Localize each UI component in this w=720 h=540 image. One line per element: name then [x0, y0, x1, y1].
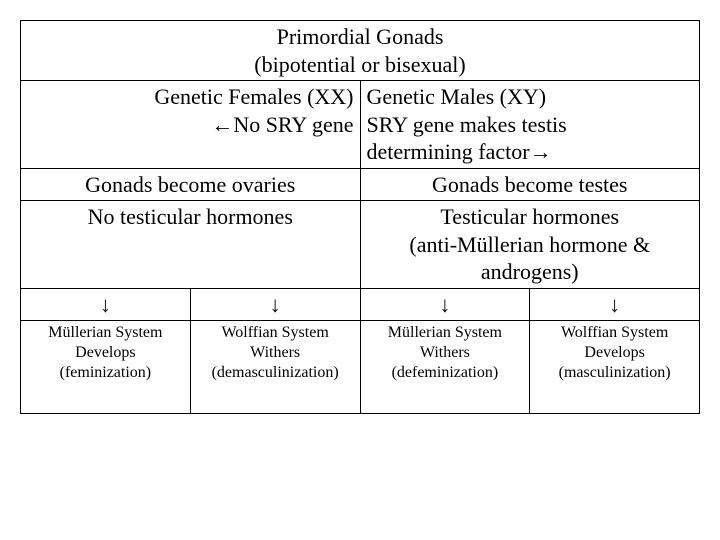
hormones-male-line2: (anti-Müllerian hormone & — [409, 232, 650, 257]
outcome-4: Wolffian System Develops (masculinizatio… — [530, 321, 700, 414]
arrow-3: ↓ — [360, 288, 530, 321]
genetic-female-cell: Genetic Females (XX) ←No SRY gene — [21, 81, 361, 169]
gonads-male-cell: Gonads become testes — [360, 168, 700, 201]
outcome-3-l1: Müllerian System — [388, 324, 502, 341]
outcome-2-l1: Wolffian System — [221, 324, 328, 341]
outcome-2-l3: (demasculinization) — [212, 364, 339, 381]
header-row: Primordial Gonads (bipotential or bisexu… — [21, 21, 700, 81]
outcome-3: Müllerian System Withers (defeminization… — [360, 321, 530, 414]
hormones-male-line1: Testicular hormones — [440, 204, 619, 229]
gonads-row: Gonads become ovaries Gonads become test… — [21, 168, 700, 201]
outcome-4-l1: Wolffian System — [561, 324, 668, 341]
genetic-female-line1: Genetic Females (XX) — [154, 84, 353, 109]
arrow-2: ↓ — [190, 288, 360, 321]
genetic-male-line2: SRY gene makes testis — [367, 112, 567, 137]
genetic-male-cell: Genetic Males (XY) SRY gene makes testis… — [360, 81, 700, 169]
outcome-1-l1: Müllerian System — [48, 324, 162, 341]
outcome-3-l2: Withers — [420, 344, 470, 361]
header-line1: Primordial Gonads — [277, 24, 444, 49]
gonads-male: Gonads become testes — [432, 172, 628, 197]
genetic-female-line2: ←No SRY gene — [211, 112, 353, 137]
genetic-male-line1: Genetic Males (XY) — [367, 84, 547, 109]
hormones-male-line3: androgens) — [481, 259, 579, 284]
arrow-1: ↓ — [21, 288, 191, 321]
outcome-1: Müllerian System Develops (feminization) — [21, 321, 191, 414]
hormones-female: No testicular hormones — [88, 204, 293, 229]
genetic-male-line3: determining factor→ — [367, 139, 552, 164]
outcome-3-l3: (defeminization) — [392, 364, 499, 381]
header-cell: Primordial Gonads (bipotential or bisexu… — [21, 21, 700, 81]
gonads-female: Gonads become ovaries — [85, 172, 295, 197]
genetic-row: Genetic Females (XX) ←No SRY gene Geneti… — [21, 81, 700, 169]
outcome-2-l2: Withers — [250, 344, 300, 361]
outcome-1-l3: (feminization) — [60, 364, 152, 381]
hormones-male-cell: Testicular hormones (anti-Müllerian horm… — [360, 201, 700, 289]
outcome-4-l3: (masculinization) — [559, 364, 671, 381]
hormones-female-cell: No testicular hormones — [21, 201, 361, 289]
gonads-female-cell: Gonads become ovaries — [21, 168, 361, 201]
gonad-development-table: Primordial Gonads (bipotential or bisexu… — [20, 20, 700, 414]
arrows-row: ↓ ↓ ↓ ↓ — [21, 288, 700, 321]
hormones-row: No testicular hormones Testicular hormon… — [21, 201, 700, 289]
arrow-4: ↓ — [530, 288, 700, 321]
header-line2: (bipotential or bisexual) — [254, 52, 465, 77]
outcomes-row: Müllerian System Develops (feminization)… — [21, 321, 700, 414]
outcome-1-l2: Develops — [75, 344, 135, 361]
outcome-2: Wolffian System Withers (demasculinizati… — [190, 321, 360, 414]
outcome-4-l2: Develops — [584, 344, 644, 361]
